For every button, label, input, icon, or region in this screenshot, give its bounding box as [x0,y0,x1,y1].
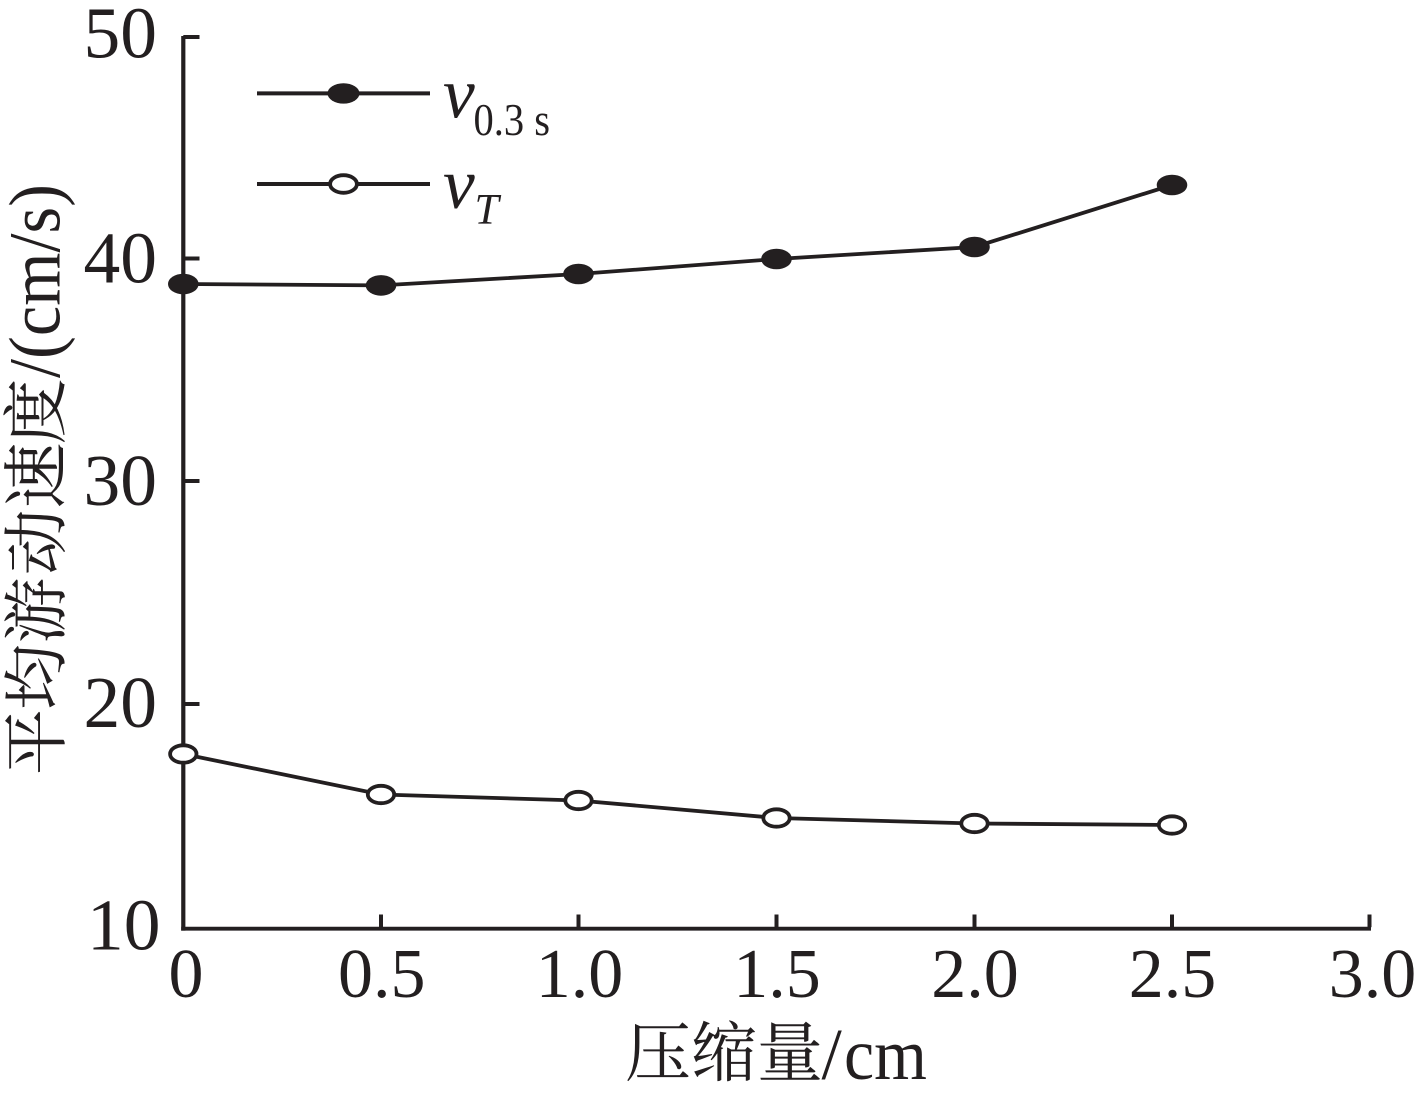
svg-text:2.5: 2.5 [1129,936,1217,1013]
svg-text:2.0: 2.0 [931,936,1019,1013]
svg-text:v: v [443,145,475,224]
svg-text:1.0: 1.0 [536,936,624,1013]
svg-text:10: 10 [87,884,161,965]
svg-text:40: 40 [84,217,158,298]
svg-text:/: / [822,1014,843,1095]
svg-text:T: T [475,186,502,234]
svg-text:50: 50 [84,0,158,74]
svg-text:0.5: 0.5 [338,936,426,1013]
svg-text:0: 0 [169,936,204,1013]
svg-text:/(cm/s): /(cm/s) [0,184,76,378]
svg-text:3.0: 3.0 [1329,936,1415,1013]
svg-text:0.3 s: 0.3 s [474,96,550,145]
svg-text:v: v [443,55,475,134]
svg-text:20: 20 [84,662,158,743]
svg-text:cm: cm [844,1015,927,1096]
svg-text:1.5: 1.5 [733,936,821,1013]
svg-text:30: 30 [84,440,158,521]
